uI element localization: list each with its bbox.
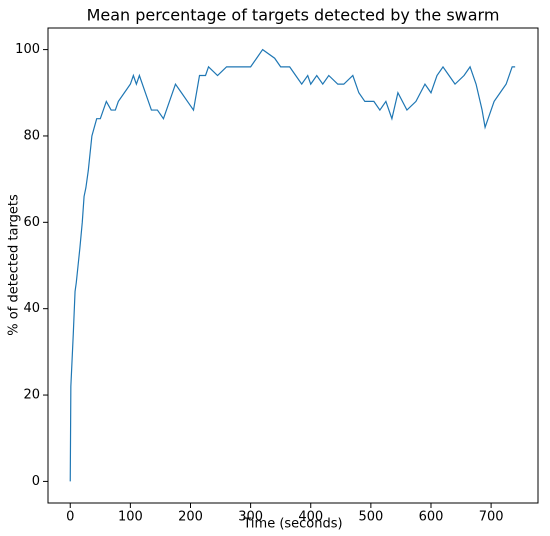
y-tick-label: 80 (23, 128, 40, 143)
x-tick-label: 700 (479, 510, 504, 525)
x-tick-label: 0 (66, 510, 74, 525)
chart-title: Mean percentage of targets detected by t… (87, 6, 500, 25)
x-tick-label: 300 (238, 510, 263, 525)
y-tick-label: 100 (15, 42, 40, 57)
y-tick-label: 60 (23, 215, 40, 230)
x-axis-label: Time (seconds) (242, 517, 342, 532)
data-line (69, 48, 516, 482)
x-tick-label: 100 (118, 510, 143, 525)
x-tick-label: 400 (298, 510, 323, 525)
y-tick-label: 40 (23, 301, 40, 316)
x-tick-label: 200 (178, 510, 203, 525)
y-tick-label: 20 (23, 388, 40, 403)
y-tick-label: 0 (32, 474, 40, 489)
x-tick-label: 600 (419, 510, 444, 525)
y-axis-label: % of detected targets (7, 194, 22, 336)
plot-frame (47, 27, 539, 504)
x-tick-label: 500 (358, 510, 383, 525)
